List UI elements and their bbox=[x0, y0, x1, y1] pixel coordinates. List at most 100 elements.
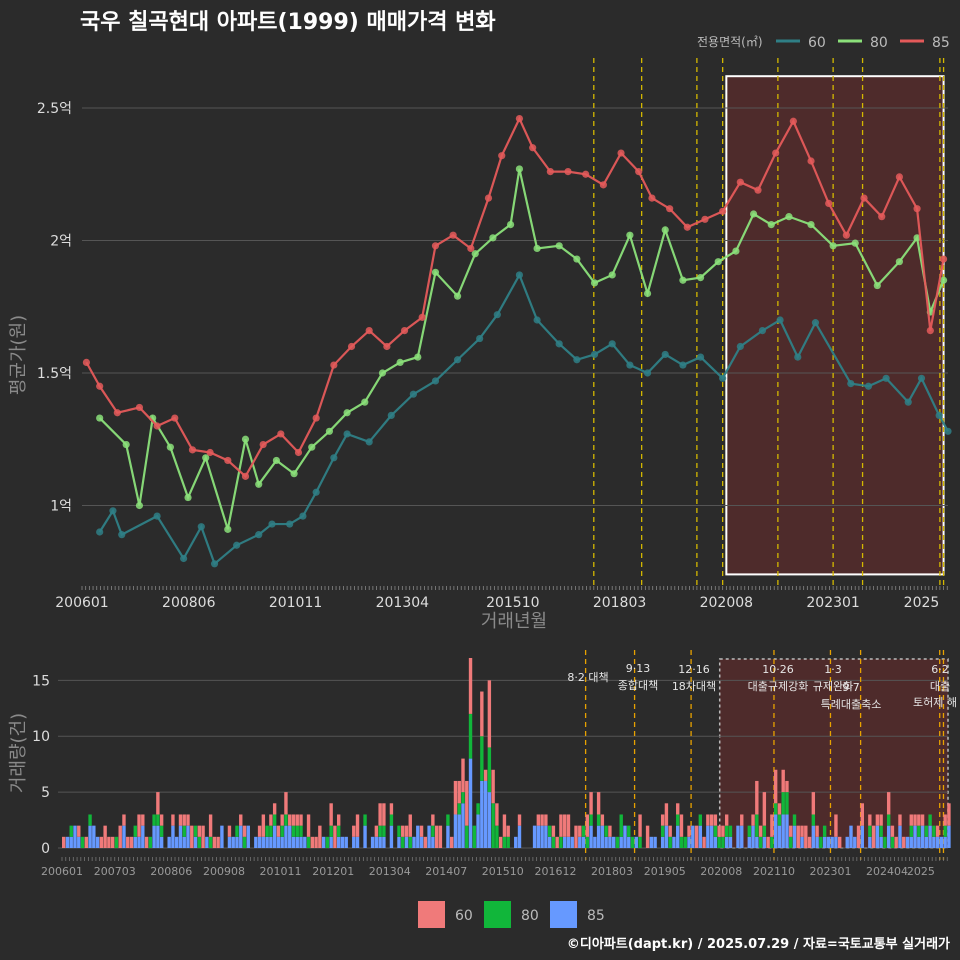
volume-bar bbox=[389, 825, 394, 848]
data-point-80 bbox=[913, 234, 921, 242]
volume-bar bbox=[909, 836, 913, 848]
x-tick-label: 201011 bbox=[269, 595, 322, 611]
volume-bar bbox=[171, 825, 175, 848]
data-point-85 bbox=[913, 205, 921, 213]
volume-bar bbox=[578, 825, 582, 837]
data-point-85 bbox=[418, 313, 426, 321]
data-point-80 bbox=[679, 276, 687, 284]
bottom-legend-swatch-60 bbox=[418, 901, 445, 928]
volume-bar bbox=[555, 836, 559, 848]
volume-bar bbox=[242, 836, 247, 848]
volume-bar bbox=[419, 825, 424, 837]
data-point-60 bbox=[626, 361, 634, 369]
volume-bar bbox=[747, 836, 751, 848]
data-point-60 bbox=[153, 512, 161, 520]
bottom-x-tick-label: 201407 bbox=[425, 865, 467, 878]
volume-bar bbox=[713, 825, 718, 837]
volume-bar bbox=[476, 803, 480, 815]
data-point-60 bbox=[608, 340, 616, 348]
volume-bar bbox=[156, 814, 160, 826]
legend-label-60: 60 bbox=[808, 35, 826, 51]
chart-title: 국우 칠곡현대 아파트(1999) 매매가격 변화 bbox=[80, 10, 496, 35]
volume-bar bbox=[159, 825, 164, 837]
data-point-60 bbox=[109, 507, 117, 515]
volume-bar bbox=[913, 825, 917, 848]
volume-bar bbox=[378, 836, 382, 848]
volume-bar bbox=[747, 825, 751, 837]
volume-bar bbox=[853, 836, 857, 848]
volume-bar bbox=[800, 836, 804, 848]
volume-bar bbox=[457, 780, 461, 804]
volume-bar bbox=[698, 825, 703, 848]
volume-bar bbox=[235, 836, 239, 848]
volume-bar bbox=[487, 680, 492, 748]
x-axis-title-top: 거래년월 bbox=[481, 611, 547, 632]
volume-bar bbox=[193, 825, 198, 837]
volume-bar bbox=[99, 836, 104, 848]
data-point-85 bbox=[860, 194, 868, 202]
data-point-85 bbox=[484, 194, 493, 202]
volume-bar bbox=[589, 814, 593, 826]
data-point-80 bbox=[895, 258, 903, 266]
volume-bar bbox=[84, 836, 88, 848]
volume-bar bbox=[947, 825, 951, 848]
volume-bar bbox=[547, 825, 552, 837]
data-point-80 bbox=[767, 221, 775, 229]
volume-bar bbox=[773, 769, 778, 804]
volume-bar bbox=[329, 836, 333, 848]
data-point-85 bbox=[807, 157, 815, 165]
volume-bar bbox=[619, 836, 623, 848]
y-tick-label: 1억 bbox=[50, 499, 72, 515]
volume-bar bbox=[547, 836, 552, 848]
data-point-80 bbox=[343, 409, 351, 417]
data-point-60 bbox=[590, 350, 599, 359]
volume-bar bbox=[943, 814, 947, 826]
y-tick-label: 2억 bbox=[50, 234, 72, 250]
volume-bar bbox=[73, 825, 77, 848]
volume-bar bbox=[495, 825, 499, 848]
data-point-80 bbox=[224, 525, 232, 533]
volume-bar bbox=[777, 803, 782, 815]
volume-bar bbox=[830, 836, 834, 848]
volume-bar bbox=[947, 803, 951, 826]
volume-bar bbox=[807, 836, 812, 848]
volume-bar bbox=[325, 836, 330, 848]
policy-annotation: 토허제 해 bbox=[913, 695, 957, 709]
y-axis-title-bottom: 거래량(건) bbox=[8, 713, 29, 793]
data-point-85 bbox=[241, 472, 250, 480]
volume-bar bbox=[303, 836, 307, 848]
data-point-60 bbox=[431, 377, 440, 385]
volume-bar bbox=[182, 814, 186, 826]
volume-bar bbox=[728, 825, 733, 837]
volume-bar bbox=[604, 825, 608, 837]
volume-bar bbox=[190, 825, 194, 848]
volume-bar bbox=[167, 836, 171, 848]
volume-bar bbox=[336, 836, 341, 848]
data-point-80 bbox=[290, 470, 298, 478]
volume-bar bbox=[389, 803, 394, 815]
volume-bar bbox=[766, 836, 770, 848]
x-tick-label: 201510 bbox=[486, 595, 539, 611]
data-point-60 bbox=[476, 334, 484, 343]
y-axis-title-top: 평균가(원) bbox=[8, 315, 29, 395]
volume-bar bbox=[370, 836, 375, 848]
volume-bar bbox=[596, 792, 601, 815]
volume-bar bbox=[318, 825, 322, 848]
volume-bar bbox=[329, 803, 333, 826]
data-point-80 bbox=[255, 480, 263, 488]
volume-bar bbox=[235, 825, 239, 837]
volume-bar bbox=[269, 836, 273, 848]
policy-annotation: 대출 bbox=[930, 680, 950, 693]
policy-annotation: 6·2 bbox=[931, 663, 949, 676]
volume-bar bbox=[653, 836, 657, 848]
data-point-80 bbox=[431, 268, 440, 276]
data-point-85 bbox=[754, 186, 762, 194]
volume-bar bbox=[890, 825, 895, 837]
volume-bar bbox=[288, 814, 292, 826]
data-point-60 bbox=[197, 523, 205, 531]
volume-bar bbox=[920, 825, 925, 848]
legend-title: 전용면적(㎡) bbox=[697, 35, 763, 49]
volume-bar bbox=[717, 836, 721, 848]
volume-bar bbox=[762, 836, 767, 848]
data-point-60 bbox=[882, 374, 890, 382]
